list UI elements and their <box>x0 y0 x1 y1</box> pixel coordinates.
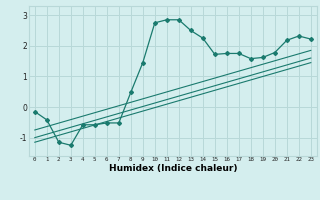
X-axis label: Humidex (Indice chaleur): Humidex (Indice chaleur) <box>108 164 237 173</box>
